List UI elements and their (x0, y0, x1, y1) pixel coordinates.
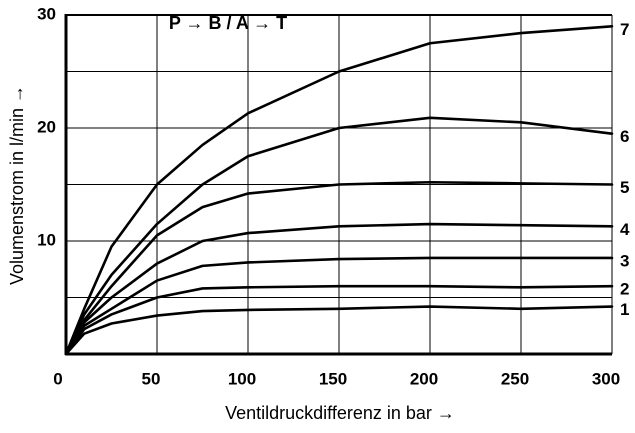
legend-label: 5 (620, 178, 629, 197)
curve (64, 180, 614, 356)
curve (64, 284, 614, 356)
y-tick-label: 10 (37, 230, 56, 249)
legend-label: 6 (620, 127, 629, 146)
x-tick-label: 300 (592, 369, 620, 388)
curve (64, 116, 614, 356)
curve (64, 256, 614, 356)
legend-label: 2 (620, 280, 629, 299)
x-tick-label: 150 (319, 369, 347, 388)
x-axis-label: Ventildruckdifferenz in bar → (225, 403, 455, 423)
x-tick-label: 50 (142, 369, 161, 388)
legend-label: 7 (620, 20, 629, 39)
y-tick-label: 20 (37, 117, 56, 136)
legend-label: 4 (620, 220, 630, 239)
x-tick-label: 200 (410, 369, 438, 388)
chart-title: P → B / A → T (169, 13, 287, 33)
curve (64, 25, 614, 356)
legend-label: 3 (620, 251, 629, 270)
x-tick-label: 0 (53, 369, 62, 388)
x-tick-label: 250 (501, 369, 529, 388)
x-tick-label: 100 (228, 369, 256, 388)
curve (64, 305, 614, 356)
y-axis-label: Volumenstrom in l/min → (7, 85, 27, 285)
curve (64, 222, 614, 356)
legend-label: 1 (620, 300, 629, 319)
y-tick-label: 30 (37, 4, 56, 23)
